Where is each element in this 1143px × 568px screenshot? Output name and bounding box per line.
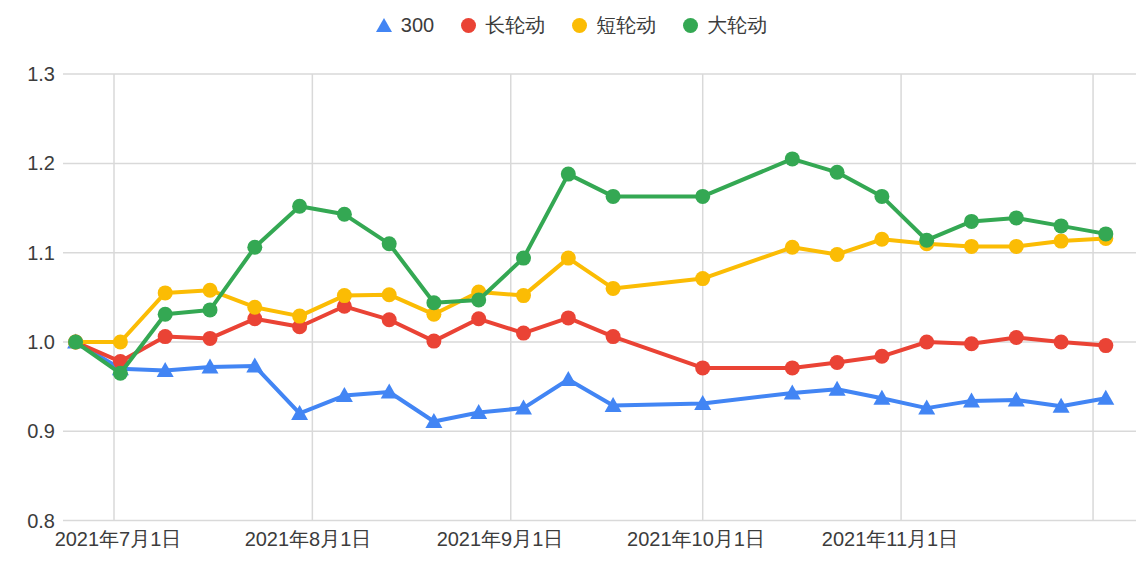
data-point-短轮动-2021-07-09[interactable] — [158, 285, 173, 300]
data-point-短轮动-2021-09-17[interactable] — [606, 281, 621, 296]
data-point-大轮动-2021-10-22[interactable] — [830, 165, 845, 180]
y-axis-label: 1.0 — [0, 331, 55, 354]
y-axis-label: 0.9 — [0, 420, 55, 443]
data-point-长轮动-2021-10-29[interactable] — [874, 349, 889, 364]
series-300-line — [76, 342, 1106, 422]
data-point-短轮动-2021-08-06[interactable] — [337, 288, 352, 303]
x-axis-label: 2021年9月1日 — [437, 526, 564, 553]
series-大轮动 — [68, 151, 1113, 380]
data-point-短轮动-2021-09-10[interactable] — [561, 251, 576, 266]
data-point-长轮动-2021-09-03[interactable] — [516, 326, 531, 341]
data-point-大轮动-2021-09-17[interactable] — [606, 189, 621, 204]
y-axis-label: 1.2 — [0, 152, 55, 175]
data-point-长轮动-2021-11-19[interactable] — [1009, 330, 1024, 345]
series-300 — [67, 334, 1114, 429]
data-point-长轮动-2021-11-26[interactable] — [1054, 335, 1069, 350]
data-point-大轮动-2021-10-01[interactable] — [695, 189, 710, 204]
data-point-大轮动-2021-08-06[interactable] — [337, 207, 352, 222]
data-point-300-2021-09-10[interactable] — [560, 371, 577, 386]
data-point-长轮动-2021-10-22[interactable] — [830, 355, 845, 370]
data-point-短轮动-2021-11-19[interactable] — [1009, 239, 1024, 254]
data-point-大轮动-2021-08-13[interactable] — [382, 236, 397, 251]
data-point-大轮动-2021-07-23[interactable] — [247, 240, 262, 255]
data-point-短轮动-2021-10-22[interactable] — [830, 247, 845, 262]
line-chart-canvas — [0, 0, 1143, 568]
data-point-大轮动-2021-09-10[interactable] — [561, 167, 576, 182]
data-point-长轮动-2021-08-13[interactable] — [382, 312, 397, 327]
data-point-短轮动-2021-07-30[interactable] — [292, 309, 307, 324]
data-point-短轮动-2021-10-15[interactable] — [785, 240, 800, 255]
x-axis-label: 2021年10月1日 — [627, 526, 765, 553]
data-point-大轮动-2021-11-12[interactable] — [964, 214, 979, 229]
data-point-大轮动-2021-11-19[interactable] — [1009, 210, 1024, 225]
data-point-大轮动-2021-08-20[interactable] — [426, 295, 441, 310]
data-point-长轮动-2021-10-15[interactable] — [785, 360, 800, 375]
data-point-短轮动-2021-07-16[interactable] — [203, 283, 218, 298]
data-point-大轮动-2021-10-29[interactable] — [874, 189, 889, 204]
series-长轮动-line — [76, 306, 1106, 368]
data-point-长轮动-2021-12-03[interactable] — [1098, 338, 1113, 353]
data-point-短轮动-2021-10-29[interactable] — [874, 232, 889, 247]
data-point-长轮动-2021-10-01[interactable] — [695, 360, 710, 375]
series-长轮动 — [68, 299, 1113, 376]
data-point-短轮动-2021-10-01[interactable] — [695, 271, 710, 286]
x-axis-label: 2021年11月1日 — [822, 526, 958, 553]
data-point-长轮动-2021-11-05[interactable] — [919, 335, 934, 350]
data-point-短轮动-2021-11-12[interactable] — [964, 239, 979, 254]
data-point-长轮动-2021-11-12[interactable] — [964, 336, 979, 351]
data-point-大轮动-2021-07-09[interactable] — [158, 307, 173, 322]
data-point-长轮动-2021-08-20[interactable] — [426, 334, 441, 349]
data-point-短轮动-2021-09-03[interactable] — [516, 288, 531, 303]
data-point-大轮动-2021-06-25[interactable] — [68, 335, 83, 350]
y-axis-label: 1.1 — [0, 241, 55, 264]
y-axis-label: 0.8 — [0, 509, 55, 532]
data-point-大轮动-2021-10-15[interactable] — [785, 151, 800, 166]
y-axis-label: 1.3 — [0, 63, 55, 86]
data-point-长轮动-2021-07-09[interactable] — [158, 329, 173, 344]
data-point-300-2021-12-03[interactable] — [1097, 390, 1114, 405]
data-point-大轮动-2021-07-02[interactable] — [113, 366, 128, 381]
data-point-大轮动-2021-11-26[interactable] — [1054, 218, 1069, 233]
data-point-大轮动-2021-07-16[interactable] — [203, 302, 218, 317]
data-point-大轮动-2021-09-03[interactable] — [516, 251, 531, 266]
data-point-大轮动-2021-11-05[interactable] — [919, 233, 934, 248]
data-point-长轮动-2021-09-10[interactable] — [561, 310, 576, 325]
x-axis-label: 2021年7月1日 — [55, 526, 182, 553]
data-point-大轮动-2021-12-03[interactable] — [1098, 226, 1113, 241]
data-point-大轮动-2021-07-30[interactable] — [292, 199, 307, 214]
data-point-短轮动-2021-07-02[interactable] — [113, 335, 128, 350]
data-point-大轮动-2021-08-27[interactable] — [471, 293, 486, 308]
data-point-短轮动-2021-11-26[interactable] — [1054, 234, 1069, 249]
data-point-长轮动-2021-08-27[interactable] — [471, 311, 486, 326]
data-point-短轮动-2021-08-13[interactable] — [382, 287, 397, 302]
data-point-短轮动-2021-07-23[interactable] — [247, 300, 262, 315]
data-point-长轮动-2021-07-16[interactable] — [203, 331, 218, 346]
data-point-长轮动-2021-09-17[interactable] — [606, 329, 621, 344]
x-axis-label: 2021年8月1日 — [245, 526, 372, 553]
chart-page: 300 长轮动 短轮动 大轮动 1.3 1.2 1.1 1.0 0.9 0.8 … — [0, 0, 1143, 568]
